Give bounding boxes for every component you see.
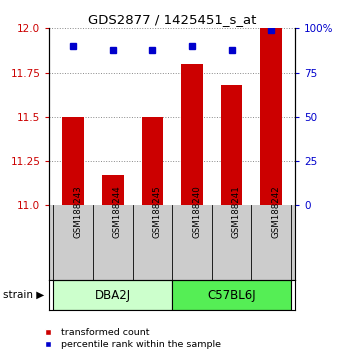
Title: GDS2877 / 1425451_s_at: GDS2877 / 1425451_s_at (88, 13, 256, 26)
Text: C57BL6J: C57BL6J (207, 289, 256, 302)
Text: GSM188242: GSM188242 (271, 185, 280, 238)
Text: GSM188244: GSM188244 (113, 185, 122, 238)
Text: GSM188240: GSM188240 (192, 185, 201, 238)
Bar (62, 117, 84, 205)
Text: strain ▶: strain ▶ (3, 290, 45, 300)
Bar (260, 28, 282, 205)
Text: GSM188241: GSM188241 (232, 185, 241, 238)
Bar (221, 85, 242, 205)
Bar (181, 64, 203, 205)
Legend: transformed count, percentile rank within the sample: transformed count, percentile rank withi… (39, 329, 221, 349)
Text: GSM188245: GSM188245 (152, 185, 161, 238)
Bar (172, 280, 291, 310)
Bar (102, 175, 124, 205)
Text: DBA2J: DBA2J (95, 289, 131, 302)
Bar (142, 117, 163, 205)
Bar (54, 280, 172, 310)
Text: GSM188243: GSM188243 (73, 185, 82, 238)
